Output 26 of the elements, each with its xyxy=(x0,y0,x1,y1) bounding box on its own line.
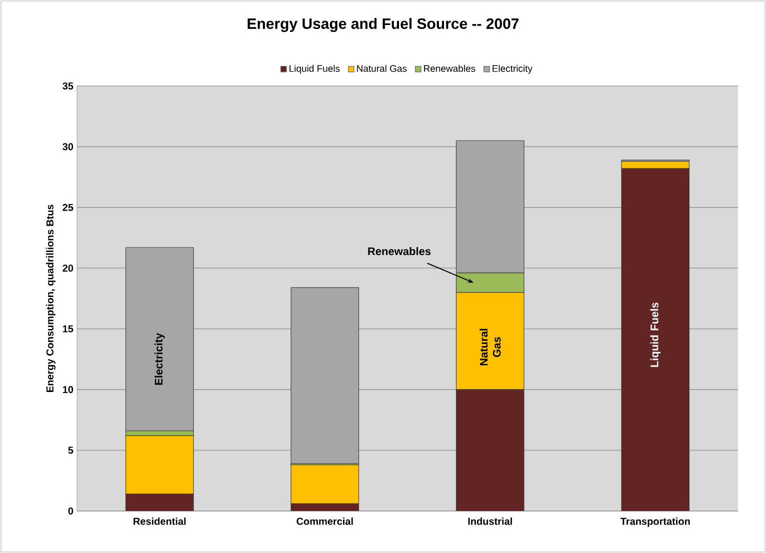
x-tick-label: Industrial xyxy=(468,518,512,525)
bar xyxy=(125,247,194,432)
annotation: Renewables xyxy=(368,247,431,256)
y-tick-label: 30 xyxy=(62,143,74,150)
legend-label: Liquid Fuels xyxy=(290,64,340,74)
chart-title: Energy Usage and Fuel Source -- 2007 xyxy=(248,18,519,32)
bar xyxy=(125,494,194,511)
y-tick-label: 5 xyxy=(68,446,74,454)
x-tick-label: Residential xyxy=(134,518,186,525)
x-tick-label: Commercial xyxy=(296,518,353,525)
annotation: Natural Gas xyxy=(480,328,501,366)
y-tick-label: 0 xyxy=(68,507,74,515)
y-tick-label: 25 xyxy=(62,204,74,211)
y-tick-label: 35 xyxy=(62,82,74,90)
legend-label: Natural Gas xyxy=(357,64,407,72)
y-tick-label: 10 xyxy=(62,386,74,394)
legend-label: Renewables xyxy=(424,64,476,72)
x-tick-label: Transportation xyxy=(620,518,690,527)
y-tick-label: 15 xyxy=(62,325,74,332)
bar xyxy=(621,168,690,511)
y-axis-title: Energy Consumption, quadrillions Btus xyxy=(46,204,56,392)
y-tick-label: 20 xyxy=(62,264,74,272)
legend-label: Electricity xyxy=(492,64,532,74)
bar xyxy=(456,389,524,511)
annotation: Liquid Fuels xyxy=(650,302,660,367)
annotation: Electricity xyxy=(154,332,165,385)
